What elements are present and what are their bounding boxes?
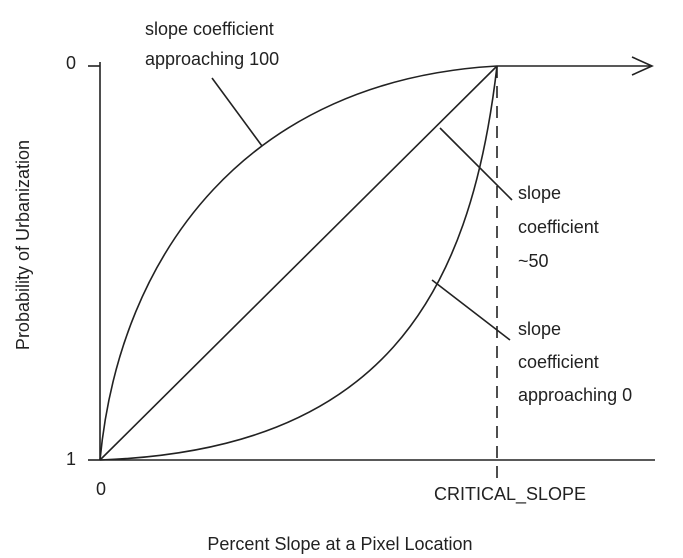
leader: [439, 127, 513, 201]
annotation: approaching 0: [518, 385, 632, 405]
annotation: slope: [518, 183, 561, 203]
x-axis-title: Percent Slope at a Pixel Location: [207, 534, 472, 554]
leader: [211, 77, 263, 147]
curve-0: [99, 65, 498, 461]
y-tick-label: 1: [66, 449, 76, 469]
y-tick-label: 0: [66, 53, 76, 73]
curve-50: [99, 65, 498, 461]
annotation: approaching 100: [145, 49, 279, 69]
leader: [431, 279, 511, 341]
annotation: slope: [518, 319, 561, 339]
annotation: coefficient: [518, 217, 599, 237]
annotation: coefficient: [518, 352, 599, 372]
x-tick-label: 0: [96, 479, 106, 499]
arrowhead: [631, 56, 654, 76]
curve-100: [99, 65, 498, 461]
y-axis-title: Probability of Urbanization: [13, 140, 33, 350]
x-tick-label: CRITICAL_SLOPE: [434, 484, 586, 505]
annotation: ~50: [518, 251, 549, 271]
annotation: slope coefficient: [145, 19, 274, 39]
